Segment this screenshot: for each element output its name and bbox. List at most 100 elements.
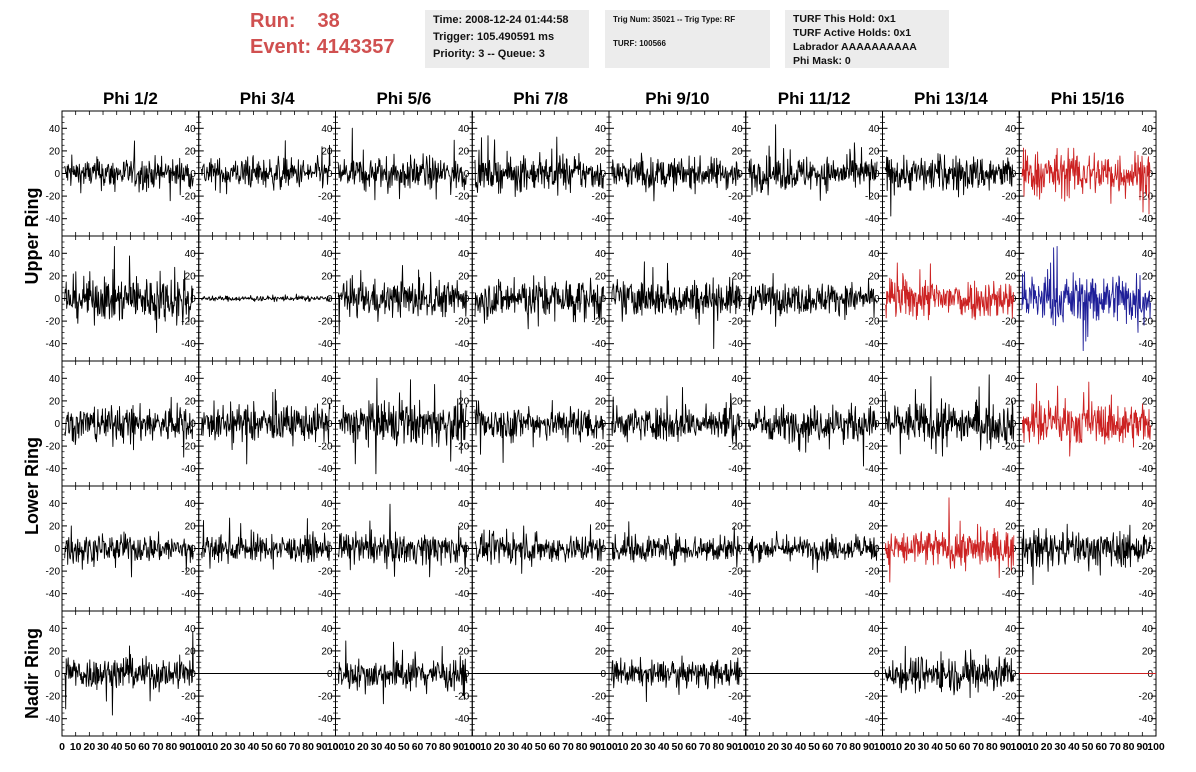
trig-info-line: Trig Num: 35021 -- Trig Type: RF <box>613 15 736 24</box>
x-tick-label: 100 <box>1147 741 1165 753</box>
waveform-trace <box>337 264 468 335</box>
x-tick-label: 40 <box>384 741 396 753</box>
x-tick-label: 100 <box>327 741 345 753</box>
y-tick-label: 0 <box>54 669 60 680</box>
y-tick-label: -40 <box>1002 464 1017 475</box>
time-info-box: Time: 2008-12-24 01:44:58 Trigger: 105.4… <box>425 10 589 68</box>
waveform-trace <box>611 387 741 447</box>
turf-info-line: Phi Mask: 0 <box>793 55 851 67</box>
trig-info-box: Trig Num: 35021 -- Trig Type: RF TURF: 1… <box>605 10 770 68</box>
y-tick-label: -40 <box>318 464 333 475</box>
x-tick-label: 50 <box>672 741 684 753</box>
waveform-trace <box>64 630 194 716</box>
y-tick-label: 20 <box>49 146 61 157</box>
x-tick-label: 100 <box>190 741 208 753</box>
y-tick-label: 20 <box>458 271 470 282</box>
waveform-trace <box>884 374 1015 457</box>
waveform-trace <box>611 521 741 568</box>
waveform-trace <box>201 293 331 303</box>
y-tick-label: -40 <box>455 714 470 725</box>
y-tick-label: 20 <box>1005 646 1017 657</box>
y-tick-label: -40 <box>1139 464 1154 475</box>
y-tick-label: 40 <box>1005 124 1017 135</box>
y-tick-label: -20 <box>1002 442 1017 453</box>
y-tick-label: 20 <box>321 646 333 657</box>
y-tick-label: 0 <box>874 169 880 180</box>
x-tick-label: 50 <box>261 741 273 753</box>
y-tick-label: -20 <box>865 692 880 703</box>
x-tick-label: 100 <box>737 741 755 753</box>
waveform-trace <box>884 645 1015 699</box>
x-tick-label: 50 <box>945 741 957 753</box>
y-tick-label: -20 <box>455 692 470 703</box>
run-line: Run: 38 <box>250 8 395 34</box>
x-tick-label: 20 <box>494 741 506 753</box>
y-tick-label: -40 <box>318 339 333 350</box>
y-tick-label: -40 <box>1139 214 1154 225</box>
x-tick-label: 30 <box>644 741 656 753</box>
y-tick-label: -40 <box>592 589 607 600</box>
y-tick-label: 40 <box>868 249 880 260</box>
y-tick-label: 40 <box>595 374 607 385</box>
y-tick-label: -40 <box>1139 589 1154 600</box>
x-tick-label: 60 <box>138 741 150 753</box>
x-tick-label: 0 <box>59 741 65 753</box>
y-tick-label: -40 <box>455 214 470 225</box>
y-tick-label: 20 <box>595 396 607 407</box>
y-tick-label: 20 <box>1005 271 1017 282</box>
waveform-trace <box>611 152 741 202</box>
y-tick-label: -20 <box>455 442 470 453</box>
y-tick-label: 40 <box>1142 624 1154 635</box>
y-tick-label: 20 <box>732 146 744 157</box>
y-tick-label: 20 <box>868 146 880 157</box>
y-tick-label: 0 <box>190 544 196 555</box>
y-tick-label: -20 <box>865 442 880 453</box>
y-tick-label: -40 <box>1139 339 1154 350</box>
y-tick-label: 0 <box>327 419 333 430</box>
x-tick-label: 10 <box>754 741 766 753</box>
x-tick-label: 30 <box>371 741 383 753</box>
y-tick-label: -40 <box>181 589 196 600</box>
y-tick-label: -40 <box>46 714 61 725</box>
column-header: Phi 5/6 <box>376 89 431 108</box>
x-tick-label: 30 <box>781 741 793 753</box>
y-tick-label: 0 <box>464 419 470 430</box>
y-tick-label: -40 <box>46 214 61 225</box>
y-tick-label: 20 <box>1142 521 1154 532</box>
y-tick-label: -40 <box>181 714 196 725</box>
y-tick-label: -40 <box>181 464 196 475</box>
x-tick-label: 90 <box>179 741 191 753</box>
y-tick-label: -40 <box>1002 714 1017 725</box>
y-tick-label: -20 <box>1002 317 1017 328</box>
waveform-trace <box>748 273 878 327</box>
y-tick-label: 40 <box>595 499 607 510</box>
column-header: Phi 11/12 <box>778 89 851 108</box>
run-event-box: Run: 38 Event: 4143357 <box>250 8 395 60</box>
x-tick-label: 60 <box>822 741 834 753</box>
y-tick-label: 40 <box>1005 249 1017 260</box>
x-tick-label: 50 <box>125 741 137 753</box>
y-tick-label: -40 <box>728 464 743 475</box>
y-tick-label: 40 <box>321 374 333 385</box>
y-tick-label: -40 <box>865 589 880 600</box>
run-label: Run: <box>250 10 296 32</box>
waveform-trace <box>1021 523 1151 586</box>
y-tick-label: 20 <box>458 521 470 532</box>
column-header: Phi 1/2 <box>103 89 158 108</box>
y-tick-label: -20 <box>728 692 743 703</box>
x-tick-label: 60 <box>685 741 697 753</box>
y-tick-label: 20 <box>458 396 470 407</box>
waveform-trace <box>337 377 468 475</box>
x-tick-label: 70 <box>972 741 984 753</box>
y-tick-label: -20 <box>46 192 61 203</box>
y-tick-label: -20 <box>318 192 333 203</box>
y-tick-label: 20 <box>321 521 333 532</box>
x-tick-label: 10 <box>617 741 629 753</box>
waveform-trace <box>748 124 878 201</box>
x-tick-label: 50 <box>1082 741 1094 753</box>
waveform-trace <box>884 153 1015 217</box>
waveform-trace <box>201 517 331 570</box>
y-tick-label: -20 <box>46 317 61 328</box>
turf-info-line: TURF Active Holds: 0x1 <box>793 27 912 39</box>
y-tick-label: -20 <box>455 192 470 203</box>
